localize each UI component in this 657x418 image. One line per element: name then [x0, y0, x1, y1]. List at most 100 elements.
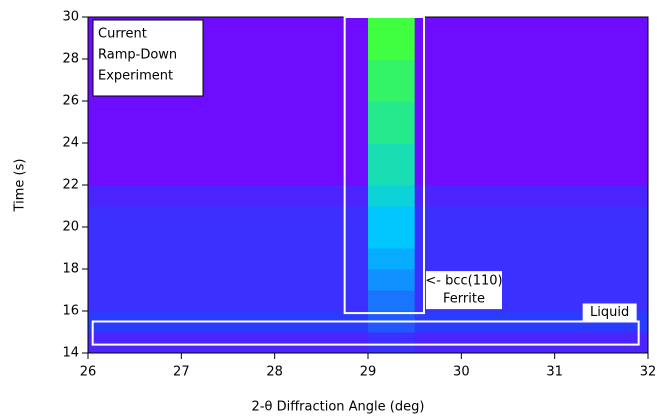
- heat-cell: [321, 332, 369, 354]
- heat-cell: [508, 143, 556, 165]
- heat-cell: [274, 101, 322, 123]
- heat-cell: [414, 59, 462, 81]
- heat-cell: [228, 185, 276, 207]
- heat-cell: [461, 227, 509, 249]
- label-bg: [582, 303, 637, 321]
- heat-cell: [461, 248, 509, 270]
- heat-cell: [134, 206, 182, 228]
- heat-cell: [368, 248, 416, 270]
- heat-cell: [414, 143, 462, 165]
- heat-cell: [601, 269, 649, 291]
- heat-cell: [368, 122, 416, 144]
- heat-cell: [274, 164, 322, 186]
- heat-cell: [461, 38, 509, 60]
- heat-cell: [601, 332, 649, 354]
- heat-cell: [554, 122, 602, 144]
- heat-cell: [601, 143, 649, 165]
- heat-cell: [461, 164, 509, 186]
- heat-cell: [181, 143, 229, 165]
- heat-cell: [181, 185, 229, 207]
- heat-cell: [134, 143, 182, 165]
- x-tick-label: 26: [80, 365, 97, 380]
- region-box: [343, 16, 425, 315]
- heat-cell: [554, 38, 602, 60]
- heat-cell: [88, 332, 136, 354]
- heat-cell: [368, 185, 416, 207]
- heat-cell: [274, 38, 322, 60]
- x-tick-label: 30: [453, 365, 470, 380]
- heat-cell: [461, 122, 509, 144]
- heat-cell: [134, 122, 182, 144]
- annotation-text: Current: [98, 27, 147, 42]
- y-tick-label: 20: [62, 220, 79, 235]
- label-bg: [426, 271, 502, 310]
- heat-cell: [554, 227, 602, 249]
- heat-cell: [88, 143, 136, 165]
- heat-cell: [414, 122, 462, 144]
- heat-cell: [228, 164, 276, 186]
- heat-cell: [554, 206, 602, 228]
- heat-cell: [274, 290, 322, 312]
- heat-cell: [274, 332, 322, 354]
- heat-cell: [601, 185, 649, 207]
- heat-cell: [508, 80, 556, 102]
- heat-cell: [181, 101, 229, 123]
- heat-cell: [508, 290, 556, 312]
- heat-cell: [274, 227, 322, 249]
- y-axis-label: Time (s): [13, 159, 28, 213]
- heat-cell: [601, 38, 649, 60]
- heat-cell: [134, 164, 182, 186]
- heat-cell: [414, 206, 462, 228]
- heat-cell: [181, 269, 229, 291]
- heat-cell: [134, 269, 182, 291]
- heat-cell: [508, 101, 556, 123]
- y-tick-label: 16: [62, 304, 79, 319]
- heat-cell: [181, 122, 229, 144]
- heat-cell: [274, 122, 322, 144]
- heat-cell: [134, 332, 182, 354]
- heat-cell: [414, 332, 462, 354]
- heat-cell: [88, 227, 136, 249]
- x-tick-label: 29: [360, 365, 377, 380]
- heat-cell: [228, 38, 276, 60]
- heat-cell: [414, 101, 462, 123]
- heat-cell: [461, 101, 509, 123]
- heat-cell: [508, 38, 556, 60]
- heat-cell: [368, 332, 416, 354]
- heat-cell: [274, 206, 322, 228]
- heat-cell: [228, 143, 276, 165]
- heat-cell: [508, 17, 556, 39]
- x-tick-label: 28: [266, 365, 283, 380]
- heat-cell: [88, 122, 136, 144]
- heat-cell: [461, 17, 509, 39]
- y-tick-label: 28: [62, 52, 79, 67]
- heat-cell: [134, 101, 182, 123]
- region-label: Liquid: [590, 305, 629, 320]
- heat-cell: [554, 80, 602, 102]
- heat-cell: [181, 290, 229, 312]
- heat-cell: [414, 227, 462, 249]
- heat-cell: [134, 185, 182, 207]
- y-tick-label: 26: [62, 94, 79, 109]
- heat-cell: [554, 269, 602, 291]
- heat-cell: [228, 17, 276, 39]
- heat-cell: [554, 17, 602, 39]
- heat-cell: [554, 332, 602, 354]
- y-tick-label: 24: [62, 136, 79, 151]
- heat-cell: [368, 269, 416, 291]
- region-box: [91, 320, 640, 346]
- heat-cell: [274, 17, 322, 39]
- heat-cell: [414, 248, 462, 270]
- heat-cell: [508, 248, 556, 270]
- y-tick-label: 22: [62, 178, 79, 193]
- heat-cell: [368, 164, 416, 186]
- heat-cell: [88, 248, 136, 270]
- x-tick-label: 32: [640, 365, 657, 380]
- heat-cell: [461, 185, 509, 207]
- heat-cell: [508, 269, 556, 291]
- region-label: Ferrite: [443, 292, 485, 307]
- heat-cell: [88, 185, 136, 207]
- heat-cell: [368, 17, 416, 39]
- heat-cell: [368, 206, 416, 228]
- heat-cell: [414, 38, 462, 60]
